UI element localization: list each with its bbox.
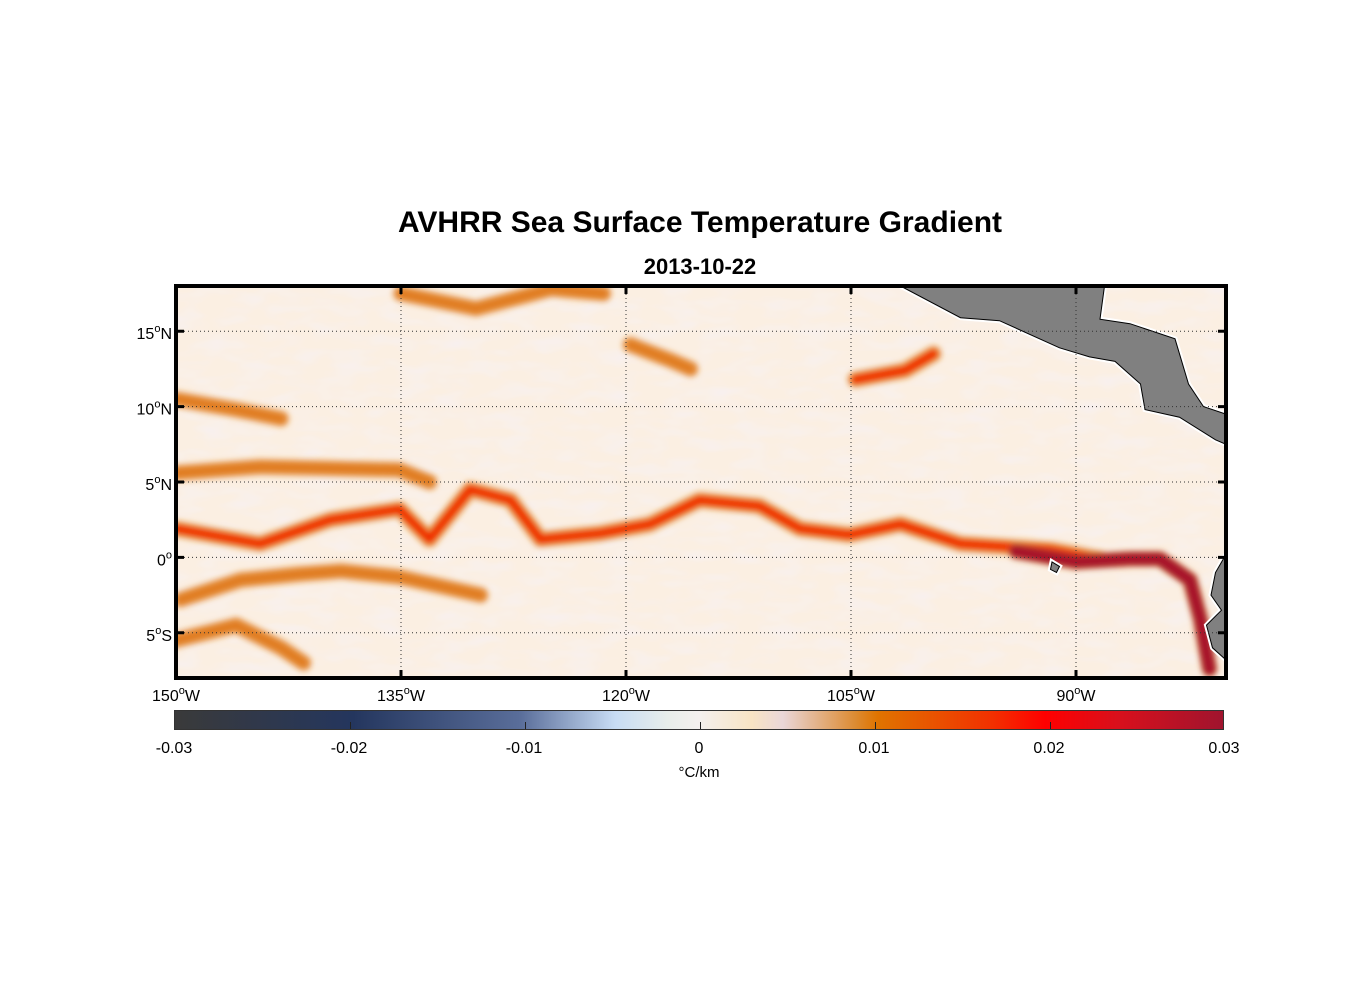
- chart-subtitle: 2013-10-22: [643, 254, 757, 279]
- north-10n-front: [176, 395, 285, 423]
- north-top-front: [397, 286, 608, 313]
- x-tick-label: 90oW: [1056, 685, 1096, 705]
- colorbar-unit-label: °C/km: [678, 764, 720, 781]
- colorbar-tick-label: -0.01: [505, 740, 543, 757]
- eddy-104w-12n: [851, 349, 938, 384]
- y-tick-label: 10oN: [137, 399, 172, 419]
- colorbar-tick: [350, 722, 351, 729]
- colorbar-tick-label: -0.03: [155, 740, 193, 757]
- y-tick-label: 0o​: [157, 549, 172, 569]
- peru-current-front: [1009, 544, 1217, 676]
- x-tick-label: 120oW: [602, 685, 651, 705]
- colorbar-tick: [1050, 722, 1051, 729]
- south-2s-front: [176, 567, 485, 604]
- x-tick-label: 150oW: [152, 685, 201, 705]
- colorbar-tick-label: 0: [694, 740, 704, 757]
- land-outline: [1049, 561, 1061, 574]
- colorbar-tick: [525, 722, 526, 729]
- eddy-118w-13n: [626, 340, 695, 373]
- land-outline: [900, 286, 1226, 445]
- colorbar-tick: [875, 722, 876, 729]
- colorbar-tick-label: -0.02: [330, 740, 368, 757]
- y-tick-label: 15oN: [137, 323, 172, 343]
- equatorial-front: [176, 485, 1104, 563]
- colorbar-tick: [700, 722, 701, 729]
- south-8s-front: [176, 621, 308, 667]
- y-tick-label: 5oN: [145, 474, 172, 494]
- colorbar-tick-label: 0.01: [858, 740, 890, 757]
- north-5n-front: [176, 462, 434, 486]
- colorbar: [174, 710, 1224, 730]
- x-tick-label: 105oW: [827, 685, 876, 705]
- x-tick-label: 135oW: [377, 685, 426, 705]
- colorbar-tick-label: 0.03: [1208, 740, 1240, 757]
- colorbar-tick-label: 0.02: [1033, 740, 1065, 757]
- y-tick-label: 5oS: [146, 625, 172, 645]
- chart-title: AVHRR Sea Surface Temperature Gradient: [397, 206, 1003, 239]
